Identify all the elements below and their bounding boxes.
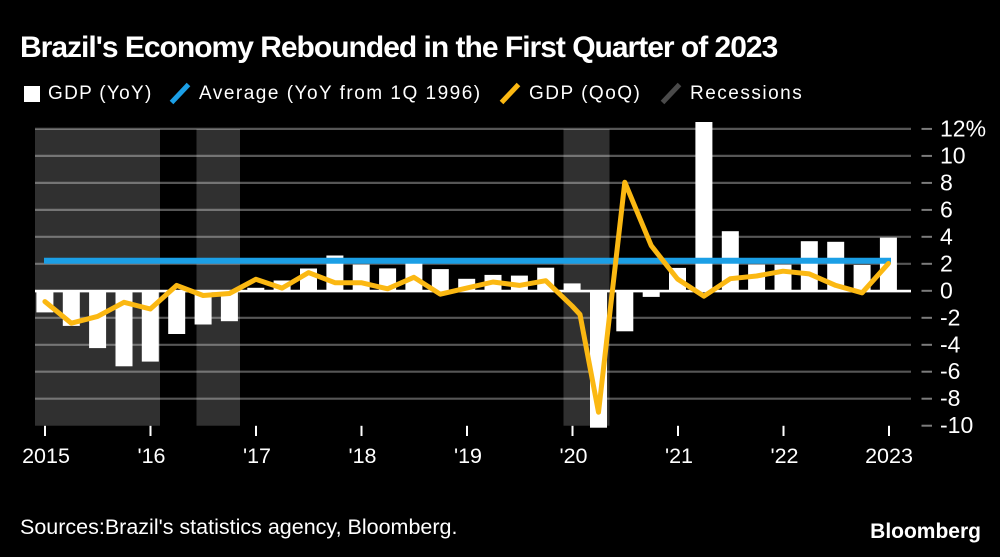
- svg-text:0: 0: [940, 277, 953, 303]
- svg-text:12%: 12%: [940, 115, 986, 141]
- svg-text:'16: '16: [137, 444, 165, 468]
- svg-text:-2: -2: [940, 304, 960, 330]
- svg-text:Recessions: Recessions: [690, 83, 803, 104]
- svg-text:-4: -4: [940, 331, 961, 357]
- svg-text:4: 4: [940, 223, 953, 249]
- svg-text:-6: -6: [940, 358, 960, 384]
- svg-text:'22: '22: [770, 444, 798, 468]
- svg-text:8: 8: [940, 169, 953, 195]
- svg-text:-8: -8: [940, 385, 960, 411]
- svg-text:Sources:Brazil's statistics ag: Sources:Brazil's statistics agency, Bloo…: [20, 515, 457, 539]
- svg-text:6: 6: [940, 196, 953, 222]
- svg-text:-10: -10: [940, 412, 973, 438]
- svg-text:'18: '18: [348, 444, 376, 468]
- svg-text:10: 10: [940, 142, 966, 168]
- svg-text:GDP (QoQ): GDP (QoQ): [529, 83, 641, 104]
- svg-text:'21: '21: [665, 444, 693, 468]
- svg-text:'20: '20: [559, 444, 587, 468]
- svg-text:Bloomberg: Bloomberg: [870, 520, 981, 543]
- svg-text:'19: '19: [454, 444, 482, 468]
- svg-text:2023: 2023: [865, 444, 913, 468]
- svg-text:GDP (YoY): GDP (YoY): [48, 83, 153, 104]
- svg-text:Brazil's Economy Rebounded in: Brazil's Economy Rebounded in the First …: [20, 31, 778, 64]
- svg-text:'17: '17: [243, 444, 271, 468]
- svg-text:Average (YoY from 1Q 1996): Average (YoY from 1Q 1996): [199, 83, 482, 104]
- svg-text:2015: 2015: [22, 444, 70, 468]
- svg-text:2: 2: [940, 250, 953, 276]
